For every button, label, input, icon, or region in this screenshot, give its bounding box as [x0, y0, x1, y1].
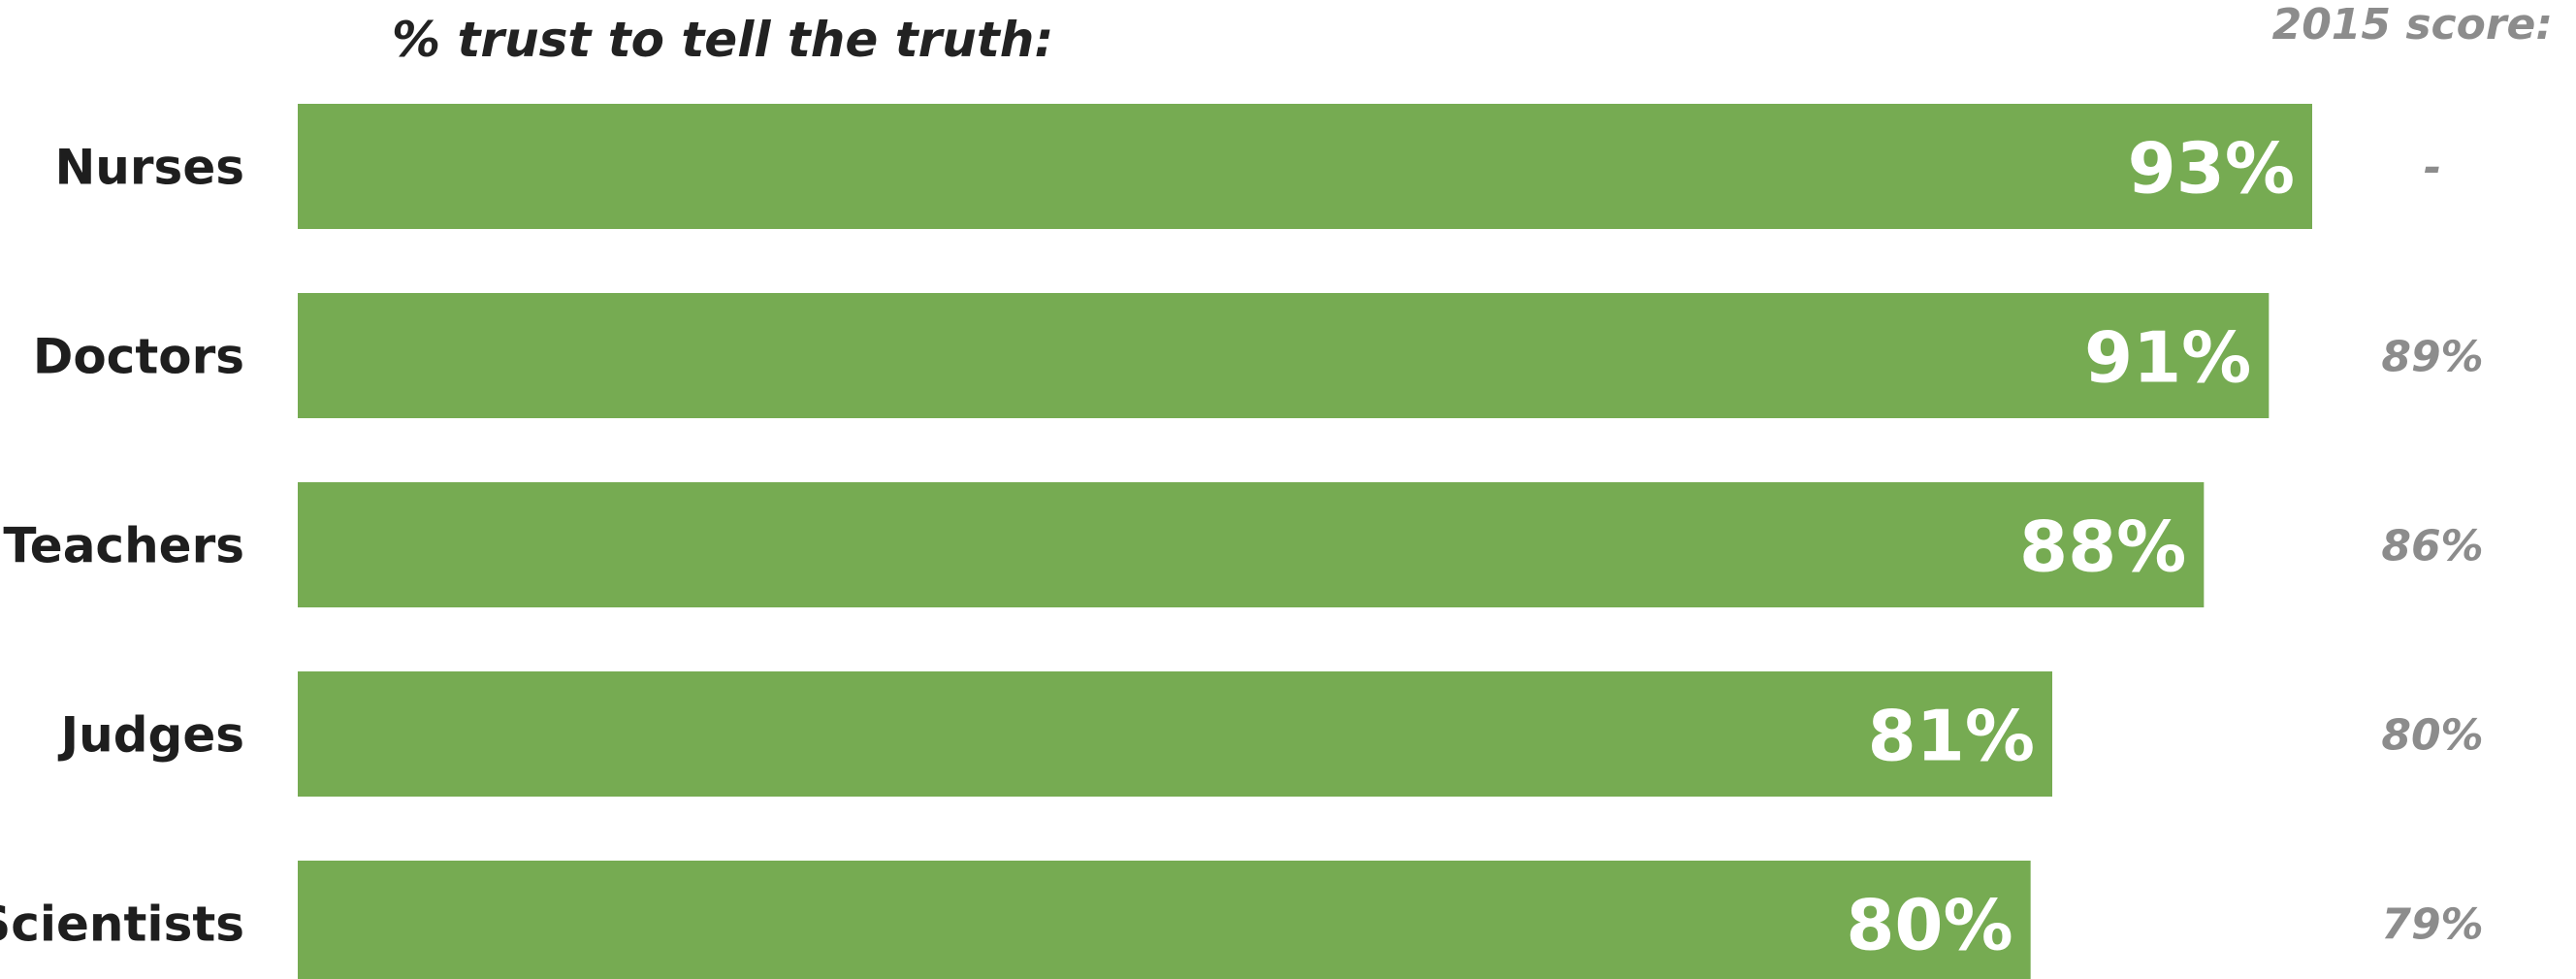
- category-label-teachers: Teachers: [3, 518, 244, 574]
- bar-nurses: [298, 104, 2312, 229]
- chart-title: % trust to tell the truth:: [392, 12, 1053, 68]
- value-label-nurses: 93%: [2128, 128, 2295, 210]
- comparison-label-nurses: -: [2424, 144, 2441, 193]
- comparison-label-doctors: 89%: [2381, 333, 2483, 382]
- value-label-scientists: 80%: [1846, 885, 2012, 966]
- bar-teachers: [298, 482, 2205, 607]
- comparison-header: 2015 score:: [2272, 0, 2553, 49]
- value-label-doctors: 91%: [2084, 317, 2251, 399]
- comparison-label-scientists: 79%: [2381, 900, 2483, 950]
- value-label-teachers: 88%: [2019, 506, 2186, 588]
- bar-judges: [298, 671, 2052, 797]
- category-label-judges: Judges: [58, 707, 244, 764]
- comparison-label-judges: 80%: [2381, 711, 2483, 761]
- bar-doctors: [298, 293, 2270, 418]
- value-label-judges: 81%: [1868, 696, 2035, 777]
- category-label-nurses: Nurses: [54, 140, 244, 196]
- category-label-scientists: Scientists: [0, 897, 244, 953]
- comparison-label-teachers: 86%: [2381, 522, 2483, 571]
- bar-scientists: [298, 861, 2031, 979]
- bars-group: Nurses 93% - Doctors 91% 89% Teachers 88% 86% Jud…: [0, 104, 2484, 979]
- category-label-doctors: Doctors: [33, 329, 244, 385]
